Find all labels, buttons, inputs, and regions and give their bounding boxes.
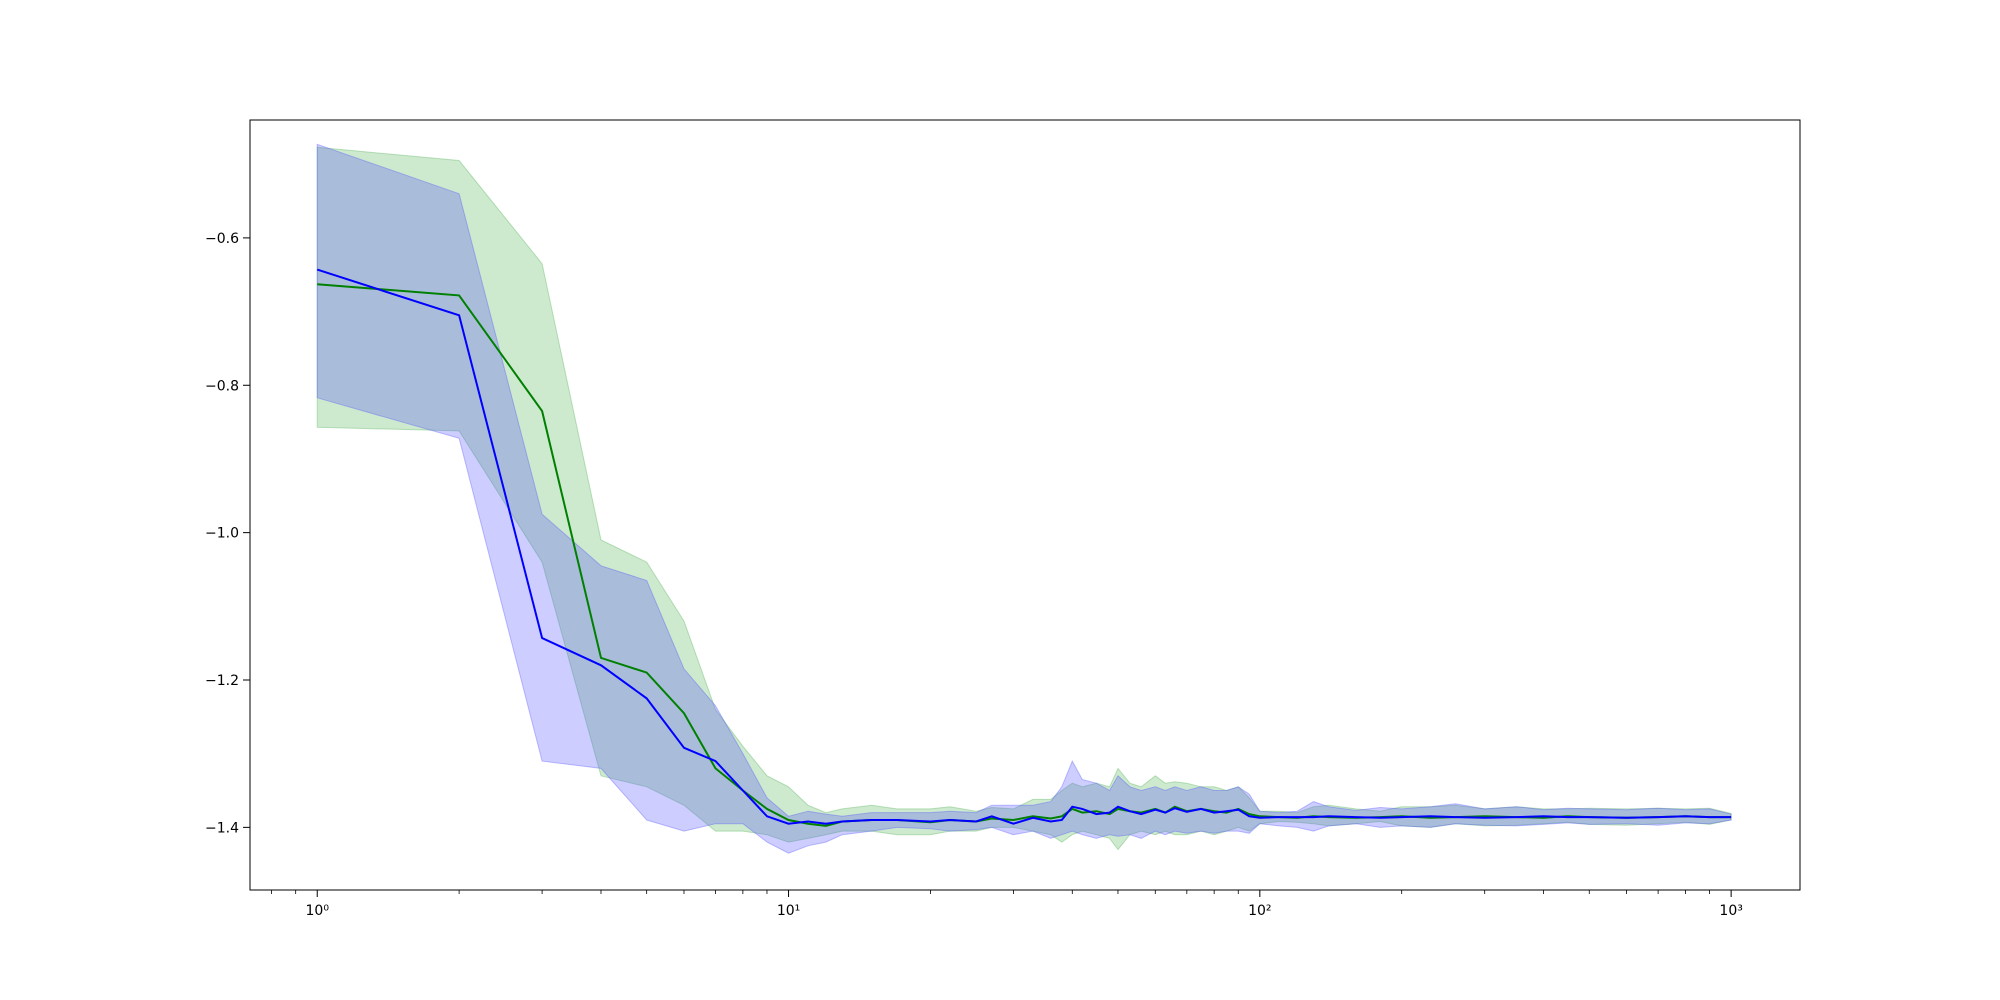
- x-tick-label: 10³: [1719, 903, 1742, 919]
- x-tick-label: 10²: [1248, 903, 1271, 919]
- x-tick-label: 10⁰: [306, 903, 330, 919]
- y-tick-label: −1.4: [205, 820, 239, 836]
- y-tick-label: −0.6: [205, 231, 239, 247]
- y-tick-label: −0.8: [205, 378, 239, 394]
- y-tick-label: −1.2: [205, 673, 239, 689]
- x-tick-label: 10¹: [777, 903, 800, 919]
- y-tick-label: −1.0: [205, 526, 239, 542]
